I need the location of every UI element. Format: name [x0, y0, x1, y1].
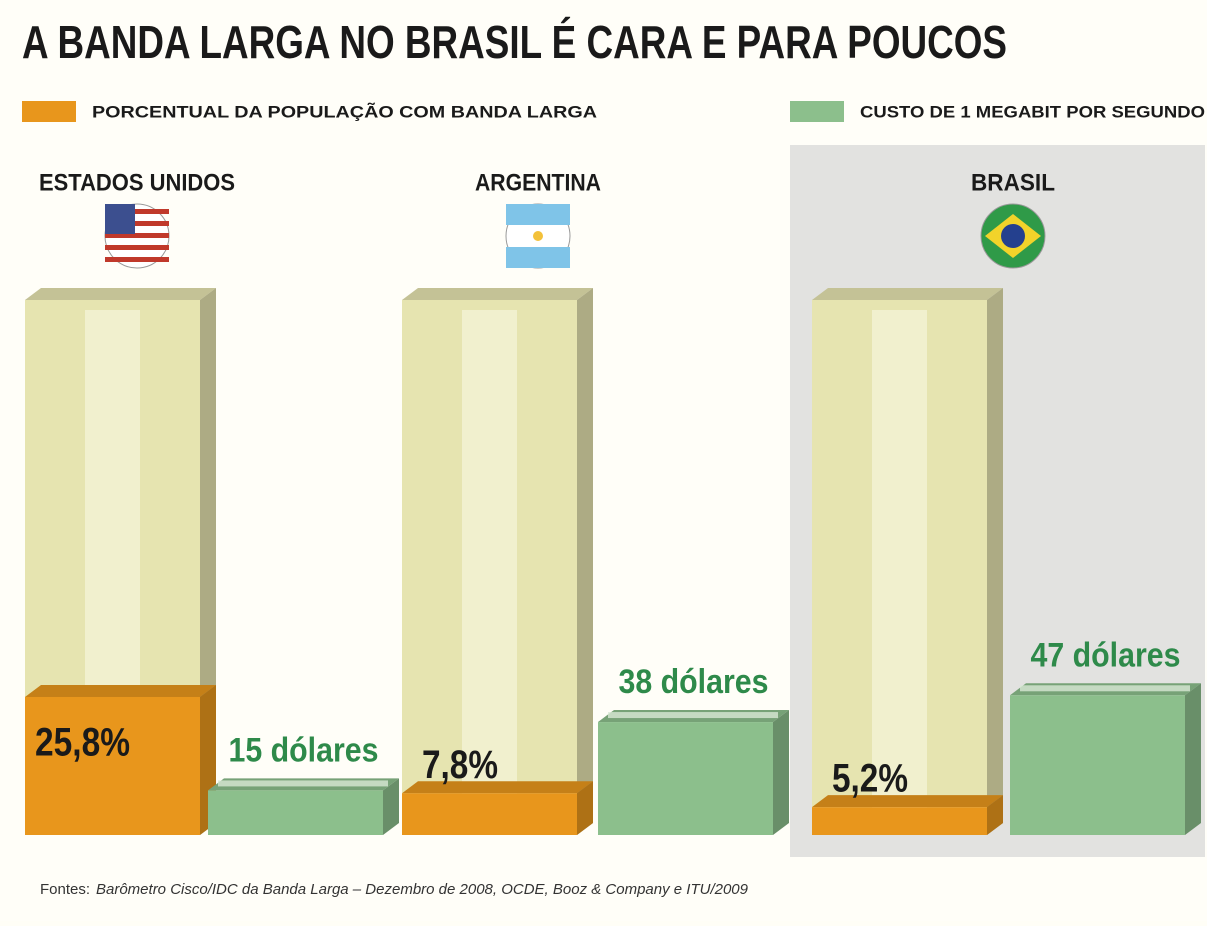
- cost-bar: [1010, 695, 1185, 835]
- cost-label: 47 dólares: [1031, 636, 1181, 674]
- money-top: [608, 712, 778, 718]
- flag-stripe: [105, 257, 169, 262]
- percent-label: 7,8%: [422, 743, 498, 787]
- percent-label: 25,8%: [35, 721, 130, 765]
- reference-column-side: [987, 288, 1003, 835]
- reference-column-top: [402, 288, 593, 300]
- cost-label: 38 dólares: [619, 663, 769, 701]
- cost-bar-side: [773, 710, 789, 835]
- money-top: [1020, 685, 1190, 691]
- percent-bar: [402, 793, 577, 835]
- percent-bar: [25, 697, 200, 835]
- legend-swatch: [790, 101, 844, 122]
- flag-stripe: [506, 247, 570, 268]
- source-label: Fontes:: [40, 881, 90, 898]
- reference-column-side: [577, 288, 593, 835]
- money-top: [218, 780, 388, 786]
- cost-bar: [208, 790, 383, 835]
- chart-title: A BANDA LARGA NO BRASIL É CARA E PARA PO…: [22, 16, 1007, 68]
- percent-label: 5,2%: [832, 757, 908, 801]
- flag-stripe: [105, 245, 169, 250]
- reference-column-top: [25, 288, 216, 300]
- flag-stripe: [506, 204, 570, 225]
- category-label: ARGENTINA: [475, 169, 601, 196]
- percent-bar-top: [25, 685, 216, 697]
- legend-label: CUSTO DE 1 MEGABIT POR SEGUNDO: [860, 102, 1205, 121]
- cost-label: 15 dólares: [229, 731, 379, 769]
- category-label: ESTADOS UNIDOS: [39, 169, 235, 196]
- flag-sun: [533, 231, 543, 241]
- legend-label: PORCENTUAL DA POPULAÇÃO COM BANDA LARGA: [92, 101, 597, 121]
- cost-bar: [598, 722, 773, 835]
- flag-icon: [105, 204, 169, 268]
- flag-icon: [981, 204, 1045, 268]
- reference-column-top: [812, 288, 1003, 300]
- percent-bar: [812, 807, 987, 835]
- flag-globe: [1001, 224, 1025, 248]
- chart: A BANDA LARGA NO BRASIL É CARA E PARA PO…: [0, 0, 1207, 921]
- legend-swatch: [22, 101, 76, 122]
- flag-canton: [105, 204, 135, 234]
- page: A BANDA LARGA NO BRASIL É CARA E PARA PO…: [0, 0, 1207, 926]
- flag-icon: [506, 204, 570, 268]
- cost-bar-side: [1185, 683, 1201, 835]
- source: Barômetro Cisco/IDC da Banda Larga – Dez…: [96, 881, 749, 898]
- category-label: BRASIL: [971, 169, 1055, 196]
